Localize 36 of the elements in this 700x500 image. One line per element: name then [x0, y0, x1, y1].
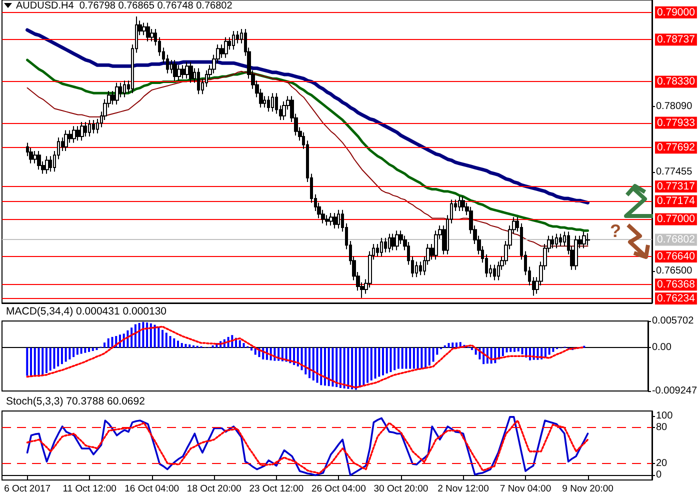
- chart-title: MACD(5,34,4) 0.000431 0.000130: [6, 306, 167, 318]
- ref-line-label: 0.79000: [657, 6, 696, 18]
- x-tick-label: 11 Oct 12:00: [62, 484, 116, 494]
- chart-title: AUDUSD.H4 0.76798 0.76865 0.76748 0.76802: [16, 0, 233, 12]
- y-tick-label: 0.77455: [656, 166, 693, 178]
- y-tick-label: 20: [656, 458, 668, 469]
- y-tick-label: 0.76500: [656, 265, 693, 276]
- x-tick-label: 23 Oct 12:00: [249, 484, 304, 494]
- x-tick-label: 2 Nov 12:00: [438, 484, 489, 494]
- x-tick-label: 16 Oct 04:00: [124, 484, 180, 494]
- x-tick-label: 30 Oct 20:00: [374, 484, 428, 494]
- ref-line-label: 0.77933: [657, 116, 696, 129]
- ref-line-label: 0.78330: [657, 76, 696, 88]
- ref-line-label: 0.77317: [657, 180, 696, 192]
- ref-line-label: 0.76368: [657, 278, 696, 291]
- x-tick-label: 7 Nov 04:00: [500, 484, 552, 494]
- x-tick-label: 6 Oct 2017: [4, 484, 51, 494]
- y-tick-label: 100: [656, 410, 674, 422]
- annotation: ?: [610, 221, 621, 241]
- y-tick-label: 0: [656, 470, 662, 481]
- ref-line-label: 0.76802: [657, 234, 696, 246]
- y-tick-label: 0.00: [652, 342, 672, 354]
- y-tick-label: -0.009247: [652, 386, 698, 396]
- y-tick-label: 0.005702: [652, 316, 694, 326]
- x-tick-label: 26 Oct 04:00: [311, 484, 366, 494]
- x-tick-label: 18 Oct 20:00: [186, 484, 242, 494]
- ref-line-label: 0.76640: [657, 250, 696, 262]
- ref-line-label: 0.77000: [657, 213, 696, 226]
- ref-line-label: 0.78737: [657, 34, 696, 46]
- y-tick-label: 80: [656, 422, 668, 434]
- ref-line-label: 0.76234: [657, 292, 696, 304]
- ref-line-label: 0.77174: [657, 195, 696, 208]
- x-tick-label: 9 Nov 20:00: [562, 484, 614, 494]
- ref-line-label: 0.77692: [657, 142, 696, 154]
- y-tick-label: 0.78090: [656, 101, 693, 112]
- chart-title: Stoch(5,3,3) 70.3788 60.0692: [6, 396, 146, 408]
